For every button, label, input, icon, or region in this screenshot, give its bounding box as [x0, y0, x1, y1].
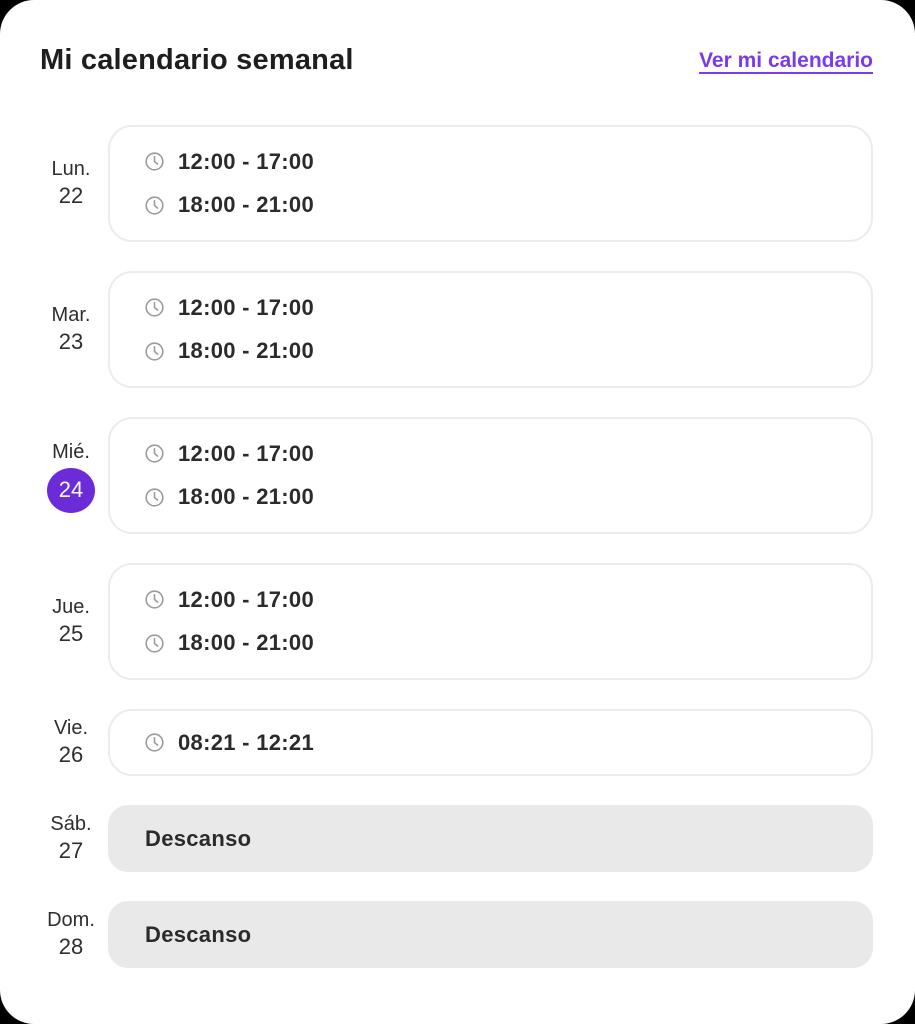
time-range: 18:00 - 21:00	[178, 192, 314, 218]
clock-icon	[145, 733, 164, 752]
day-abbr: Vie.	[53, 717, 89, 740]
time-range: 12:00 - 17:00	[178, 586, 314, 612]
day-abbr: Sáb.	[50, 813, 92, 836]
clock-icon	[145, 488, 164, 507]
time-slot: 18:00 - 21:00	[144, 338, 847, 364]
page-title: Mi calendario semanal	[40, 44, 354, 76]
day-schedule-card: 12:00 - 17:00 18:00 - 21:00	[108, 271, 873, 388]
day-content: 12:00 - 17:00 18:00 - 21:00	[108, 417, 873, 534]
clock-icon	[145, 444, 164, 463]
view-calendar-link[interactable]: Ver mi calendario	[699, 48, 873, 72]
days-list: Lun. 22 12:00 - 17:00 18:00 - 21:00 Mar. …	[40, 125, 873, 968]
day-number: 23	[58, 329, 84, 355]
day-content: 08:21 - 12:21	[108, 709, 873, 776]
time-range: 18:00 - 21:00	[178, 338, 314, 364]
day-label: Mié. 24	[40, 439, 102, 513]
day-content: Descanso	[108, 805, 873, 872]
selected-day-badge: 24	[47, 467, 95, 513]
clock-icon	[145, 298, 164, 317]
day-schedule-card: 12:00 - 17:00 18:00 - 21:00	[108, 125, 873, 242]
day-row: Mié. 24 12:00 - 17:00 18:00 - 21:00	[40, 417, 873, 534]
day-label: Vie. 26	[40, 715, 102, 770]
time-range: 18:00 - 21:00	[178, 484, 314, 510]
day-content: 12:00 - 17:00 18:00 - 21:00	[108, 563, 873, 680]
time-slot: 12:00 - 17:00	[144, 149, 847, 175]
time-slot: 18:00 - 21:00	[144, 192, 847, 218]
clock-icon	[145, 342, 164, 361]
day-schedule-card: 12:00 - 17:00 18:00 - 21:00	[108, 417, 873, 534]
rest-label: Descanso	[145, 921, 252, 947]
day-number: 27	[58, 838, 84, 864]
time-range: 18:00 - 21:00	[178, 630, 314, 656]
rest-label: Descanso	[145, 825, 252, 851]
time-range: 12:00 - 17:00	[178, 440, 314, 466]
day-schedule-card: 08:21 - 12:21	[108, 709, 873, 776]
clock-icon	[145, 634, 164, 653]
rest-card: Descanso	[108, 901, 873, 968]
day-content: Descanso	[108, 901, 873, 968]
day-label: Lun. 22	[40, 156, 102, 211]
day-row: Dom. 28 Descanso	[40, 901, 873, 968]
day-label: Mar. 23	[40, 302, 102, 357]
day-row: Sáb. 27 Descanso	[40, 805, 873, 872]
time-slot: 12:00 - 17:00	[144, 441, 847, 467]
day-abbr: Mar.	[51, 304, 91, 327]
time-slot: 08:21 - 12:21	[144, 730, 847, 756]
time-slot: 18:00 - 21:00	[144, 630, 847, 656]
day-row: Lun. 22 12:00 - 17:00 18:00 - 21:00	[40, 125, 873, 242]
day-label: Sáb. 27	[40, 811, 102, 866]
day-content: 12:00 - 17:00 18:00 - 21:00	[108, 271, 873, 388]
day-row: Vie. 26 08:21 - 12:21	[40, 709, 873, 776]
day-row: Jue. 25 12:00 - 17:00 18:00 - 21:00	[40, 563, 873, 680]
day-label: Dom. 28	[40, 907, 102, 962]
day-content: 12:00 - 17:00 18:00 - 21:00	[108, 125, 873, 242]
day-number: 25	[58, 621, 84, 647]
day-abbr: Lun.	[51, 158, 91, 181]
clock-icon	[145, 590, 164, 609]
day-number: 28	[58, 934, 84, 960]
clock-icon	[145, 152, 164, 171]
time-slot: 18:00 - 21:00	[144, 484, 847, 510]
time-range: 12:00 - 17:00	[178, 294, 314, 320]
rest-card: Descanso	[108, 805, 873, 872]
day-label: Jue. 25	[40, 594, 102, 649]
time-slot: 12:00 - 17:00	[144, 295, 847, 321]
day-abbr: Dom.	[47, 909, 95, 932]
time-range: 12:00 - 17:00	[178, 148, 314, 174]
day-row: Mar. 23 12:00 - 17:00 18:00 - 21:00	[40, 271, 873, 388]
clock-icon	[145, 196, 164, 215]
day-schedule-card: 12:00 - 17:00 18:00 - 21:00	[108, 563, 873, 680]
time-slot: 12:00 - 17:00	[144, 587, 847, 613]
day-number: 26	[58, 742, 84, 768]
calendar-header: Mi calendario semanal Ver mi calendario	[40, 44, 873, 77]
day-number: 22	[58, 183, 84, 209]
time-range: 08:21 - 12:21	[178, 729, 314, 755]
day-abbr: Jue.	[52, 596, 90, 619]
day-abbr: Mié.	[52, 440, 90, 463]
